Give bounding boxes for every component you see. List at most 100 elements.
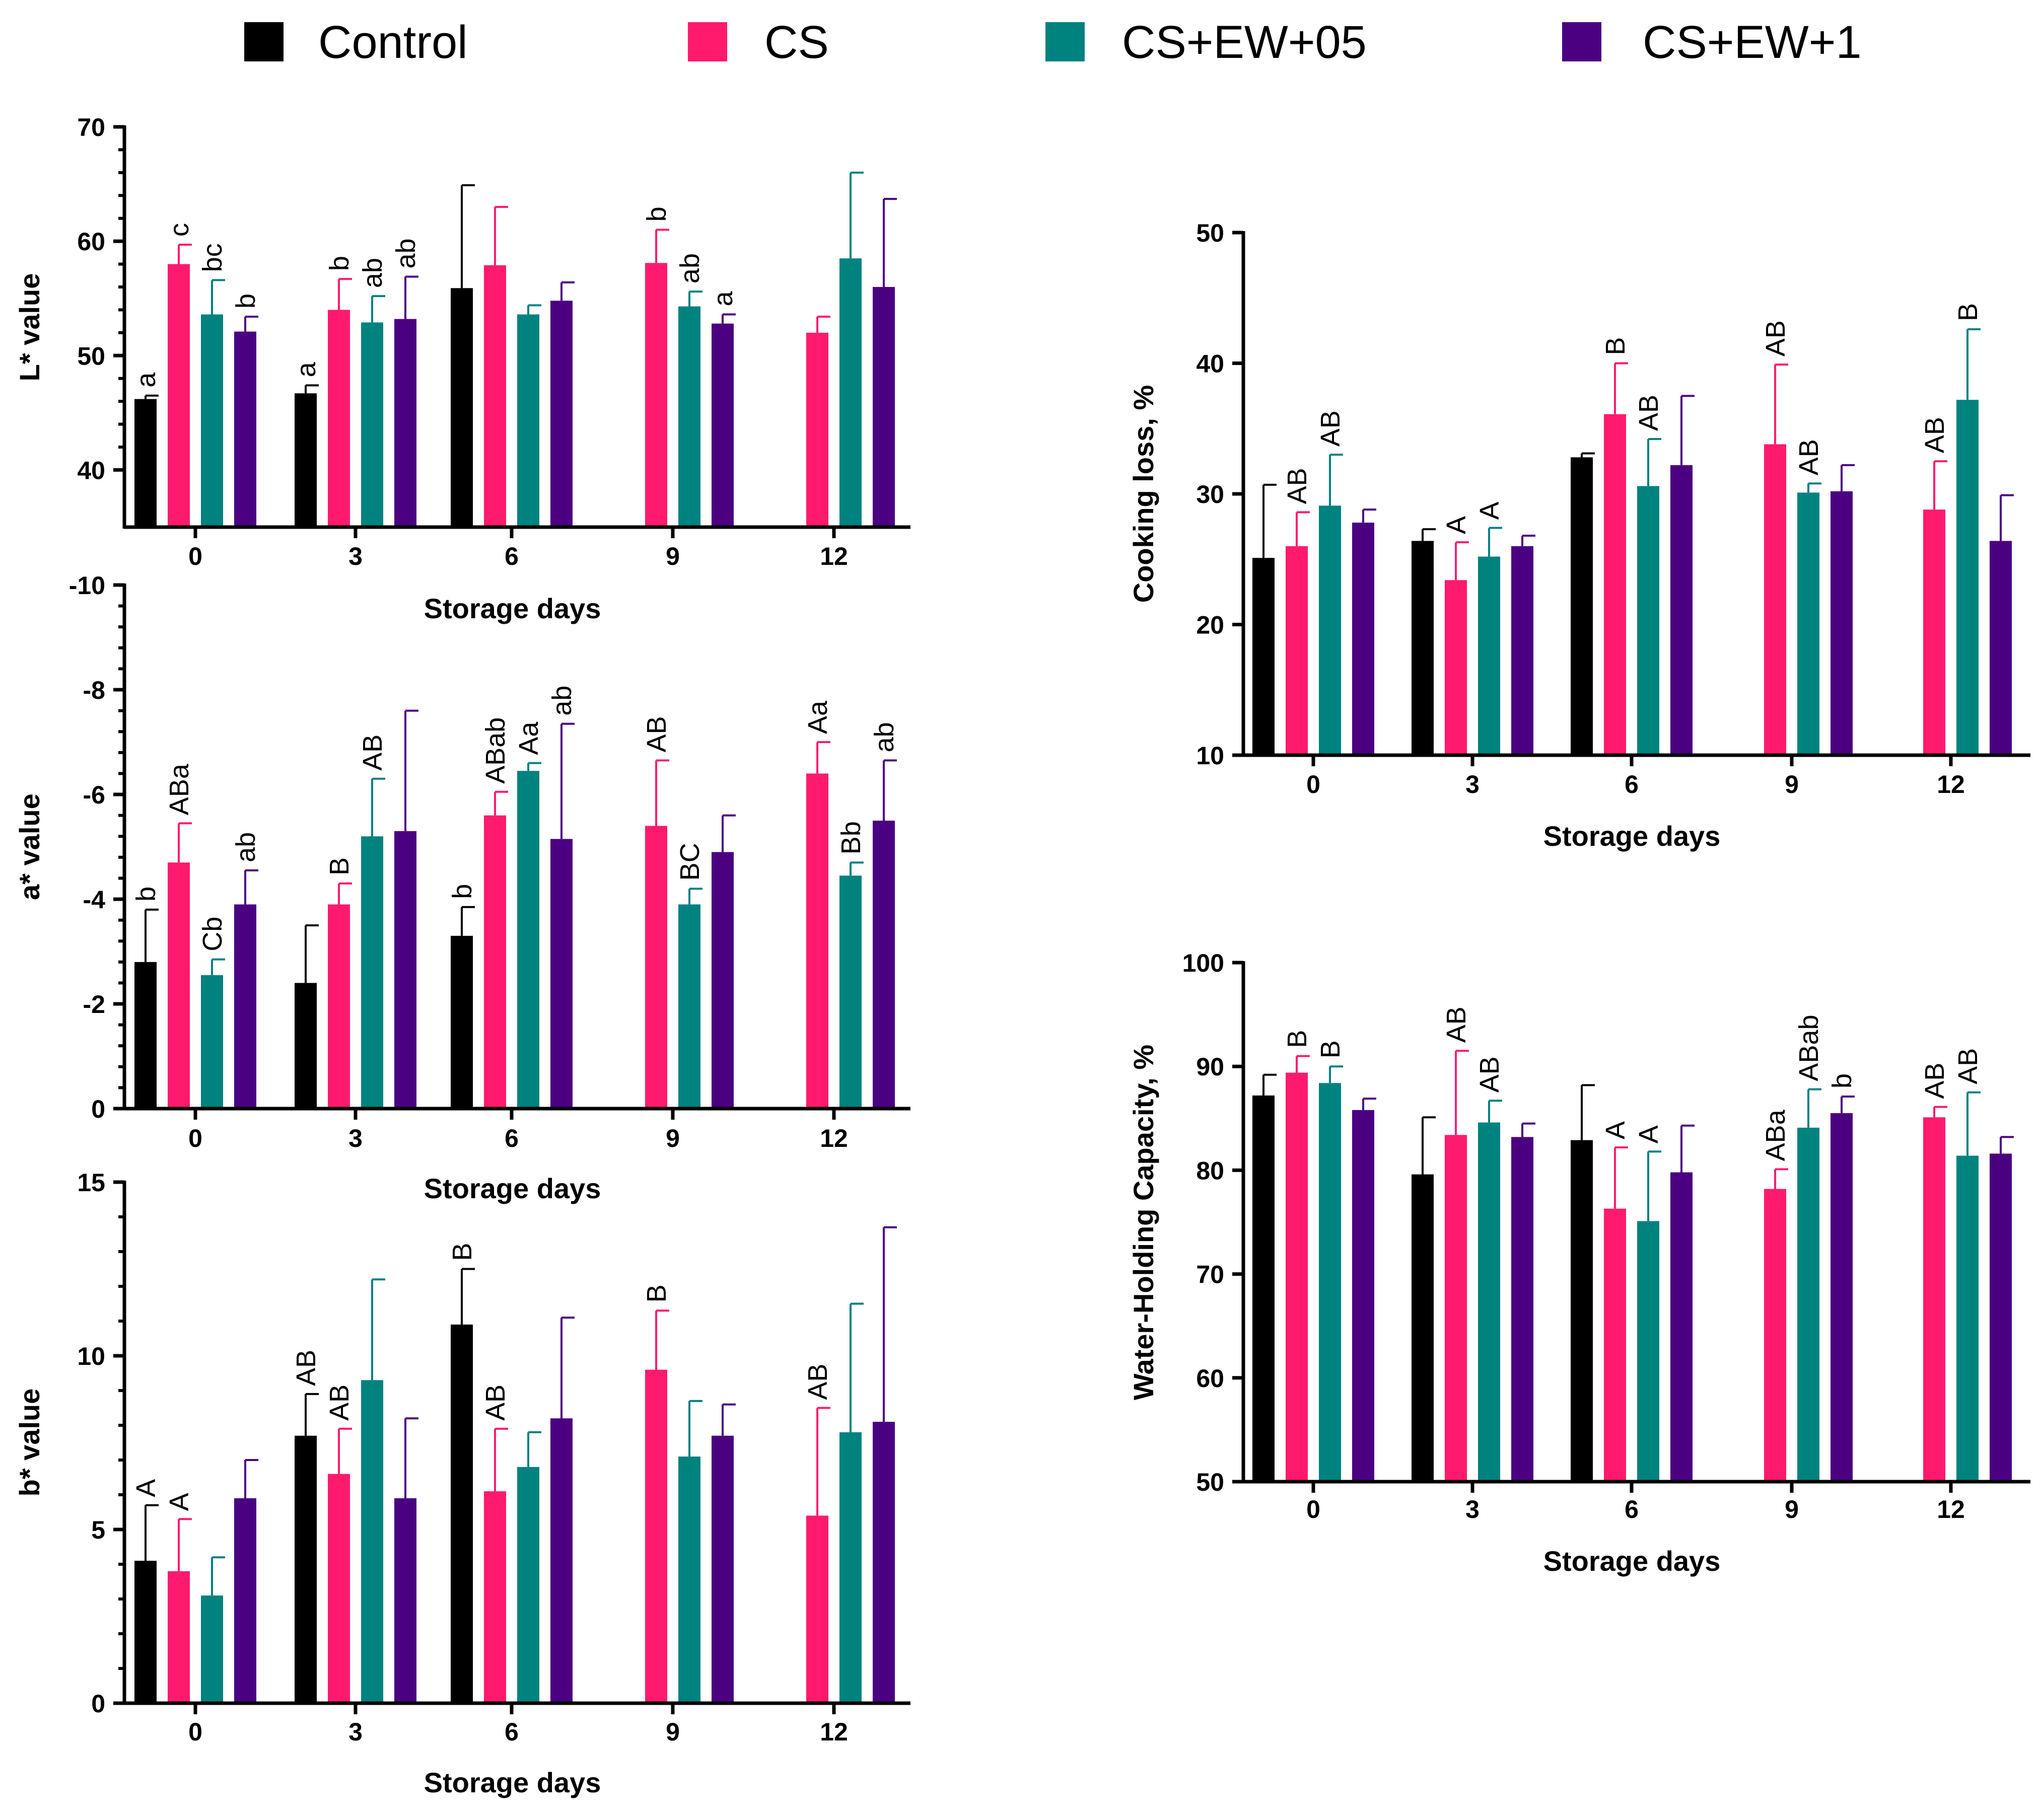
bar	[361, 836, 383, 1109]
x-tick-label: 12	[820, 1718, 848, 1746]
significance-label: BC	[675, 843, 705, 881]
bar	[1352, 523, 1374, 755]
error-bar	[461, 184, 475, 288]
y-axis-title: Water-Holding Capacity, %	[1128, 1045, 1159, 1400]
x-tick-label: 6	[1625, 1495, 1639, 1523]
significance-label: b	[642, 206, 672, 222]
bar	[1571, 1140, 1593, 1482]
error-bar	[1455, 1050, 1469, 1135]
significance-label: bc	[197, 243, 228, 272]
error-bar	[494, 1427, 508, 1492]
significance-label: B	[1282, 1030, 1312, 1048]
x-tick-label: 3	[1465, 770, 1480, 798]
x-tick-label: 0	[1306, 1495, 1320, 1523]
legend-label: CS+EW+1	[1643, 17, 1862, 68]
bar	[839, 1432, 862, 1703]
significance-label: A	[1441, 516, 1471, 534]
error-bar	[1966, 328, 1981, 400]
legend-swatch	[1045, 22, 1085, 61]
y-tick-label: -2	[83, 990, 105, 1018]
significance-label: A	[1634, 1125, 1664, 1143]
error-bar	[1262, 483, 1277, 558]
significance-label: AB	[1794, 439, 1824, 475]
legend-label: Control	[318, 17, 468, 68]
significance-label: B	[1600, 337, 1631, 355]
bar	[873, 1422, 895, 1703]
bar	[712, 1435, 734, 1703]
y-tick-label: 50	[1196, 219, 1224, 247]
bar	[451, 288, 473, 527]
error-bar	[883, 759, 897, 821]
error-bar	[178, 1518, 192, 1571]
bar	[1319, 505, 1341, 755]
error-bar	[1362, 1098, 1376, 1110]
significance-label: AB	[480, 1385, 511, 1421]
y-tick-label: 10	[1196, 742, 1224, 770]
x-axis-title: Storage days	[424, 593, 601, 624]
bar	[517, 314, 539, 527]
error-bar	[371, 295, 385, 323]
bar	[1923, 1117, 1945, 1482]
bar	[1478, 1122, 1500, 1482]
y-tick-label: -6	[83, 781, 105, 809]
significance-label: a	[131, 372, 161, 388]
bar	[1252, 1095, 1275, 1482]
bar	[873, 821, 895, 1109]
bar	[1604, 414, 1626, 755]
error-bar	[338, 1427, 352, 1474]
significance-label: AB	[291, 1350, 321, 1386]
significance-label: ab	[547, 686, 577, 716]
bar	[1797, 1127, 1819, 1482]
significance-label: Bb	[836, 821, 866, 854]
error-bar	[1680, 395, 1695, 465]
significance-label: ab	[358, 258, 388, 288]
bar	[1286, 1072, 1308, 1482]
significance-label: AB	[324, 1385, 355, 1421]
bar	[678, 306, 700, 527]
significance-label: ab	[675, 253, 705, 283]
significance-label: AB	[1761, 320, 1791, 356]
legend-swatch	[244, 22, 284, 61]
error-bar	[850, 171, 864, 259]
error-bar	[688, 888, 702, 905]
bar	[295, 983, 317, 1109]
bar	[361, 1380, 383, 1703]
error-bar	[1488, 527, 1502, 557]
significance-label: ab	[869, 722, 899, 752]
error-bar	[1262, 1073, 1277, 1096]
error-bar	[371, 1278, 385, 1380]
error-bar	[1807, 482, 1821, 493]
error-bar	[1614, 362, 1628, 414]
error-bar	[1841, 464, 1855, 491]
bar	[451, 935, 473, 1109]
bar	[1412, 1174, 1434, 1482]
x-axis-title: Storage days	[1543, 820, 1721, 852]
error-bar	[244, 1459, 258, 1498]
legend-item: CS	[688, 17, 829, 68]
error-bar	[1296, 511, 1310, 546]
significance-label: AB	[642, 716, 672, 752]
bar	[295, 1435, 317, 1703]
error-bar	[1647, 438, 1661, 486]
error-bar	[178, 243, 192, 264]
bar	[1764, 444, 1786, 755]
x-tick-label: 6	[505, 1124, 519, 1152]
bar	[1637, 1221, 1659, 1482]
significance-label: AB	[358, 735, 388, 771]
y-tick-label: 30	[1196, 480, 1224, 508]
bar	[168, 264, 190, 527]
x-tick-label: 3	[348, 1718, 363, 1746]
y-axis-title: a* value	[14, 793, 45, 900]
error-bar	[850, 861, 864, 876]
error-bar	[1422, 528, 1436, 541]
bar	[1637, 486, 1659, 755]
error-bar	[305, 384, 319, 394]
significance-label: AB	[1920, 1063, 1950, 1099]
legend-item: Control	[244, 17, 468, 68]
bar	[1511, 546, 1533, 755]
bar	[1956, 400, 1979, 755]
error-bar	[305, 1393, 319, 1436]
significance-label: Aa	[514, 721, 544, 755]
